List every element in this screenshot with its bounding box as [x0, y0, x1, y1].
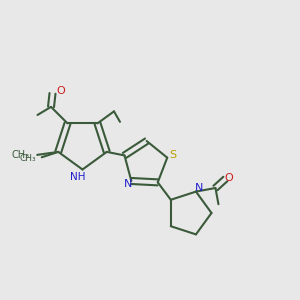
Text: O: O: [225, 172, 233, 182]
Text: CH₃: CH₃: [12, 150, 30, 160]
Text: N: N: [124, 179, 132, 189]
Text: CH₃: CH₃: [20, 154, 36, 163]
Text: N: N: [195, 183, 204, 193]
Text: O: O: [56, 86, 65, 96]
Text: S: S: [169, 150, 176, 160]
Text: NH: NH: [70, 172, 86, 182]
